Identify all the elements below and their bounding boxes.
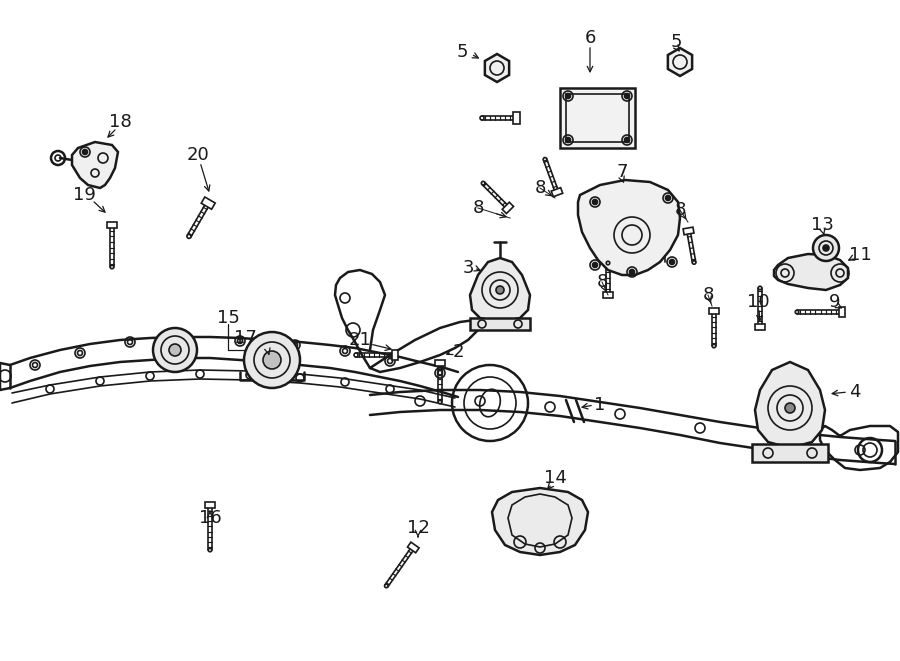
Circle shape: [208, 548, 211, 552]
Circle shape: [169, 344, 181, 356]
Polygon shape: [72, 142, 118, 188]
Circle shape: [785, 403, 795, 413]
Text: 1: 1: [594, 396, 606, 414]
Circle shape: [796, 310, 799, 314]
Polygon shape: [408, 542, 419, 553]
Polygon shape: [502, 202, 514, 214]
Text: 16: 16: [199, 509, 221, 527]
Circle shape: [544, 157, 547, 161]
Circle shape: [187, 235, 191, 239]
Polygon shape: [107, 222, 117, 228]
Polygon shape: [205, 502, 215, 508]
Circle shape: [438, 401, 442, 404]
Text: 19: 19: [73, 186, 95, 204]
Circle shape: [480, 116, 484, 120]
Circle shape: [712, 344, 716, 348]
Text: 4: 4: [850, 383, 860, 401]
Text: 8: 8: [472, 199, 483, 217]
Text: 5: 5: [456, 43, 468, 61]
Circle shape: [629, 270, 634, 274]
Polygon shape: [755, 324, 765, 330]
Text: 20: 20: [186, 146, 210, 164]
Text: 3: 3: [463, 259, 473, 277]
Polygon shape: [551, 188, 562, 197]
Polygon shape: [709, 308, 719, 314]
Polygon shape: [202, 197, 215, 210]
Circle shape: [482, 181, 485, 185]
Circle shape: [565, 93, 571, 98]
Bar: [470, 318, 530, 330]
Circle shape: [758, 286, 761, 290]
Polygon shape: [755, 362, 825, 448]
Circle shape: [354, 353, 358, 357]
Circle shape: [670, 260, 674, 264]
Circle shape: [83, 149, 87, 155]
Text: 15: 15: [217, 309, 239, 327]
Circle shape: [263, 351, 281, 369]
Polygon shape: [603, 292, 613, 298]
Text: 17: 17: [234, 329, 256, 347]
Polygon shape: [839, 307, 845, 317]
Text: 18: 18: [109, 113, 131, 131]
Polygon shape: [668, 48, 692, 76]
Circle shape: [607, 261, 610, 265]
Polygon shape: [435, 360, 445, 366]
Circle shape: [625, 137, 629, 143]
Text: 7: 7: [616, 163, 628, 181]
Text: 21: 21: [348, 331, 372, 349]
Circle shape: [813, 235, 839, 261]
Circle shape: [592, 262, 598, 268]
Circle shape: [110, 265, 113, 269]
Bar: [752, 444, 828, 462]
Polygon shape: [485, 54, 509, 82]
Polygon shape: [392, 350, 398, 360]
Text: 8: 8: [535, 179, 545, 197]
Circle shape: [244, 332, 300, 388]
Text: 6: 6: [584, 29, 596, 47]
Circle shape: [384, 584, 388, 588]
Polygon shape: [513, 112, 520, 124]
Circle shape: [153, 328, 197, 372]
Bar: [566, 94, 629, 142]
Text: 8: 8: [702, 286, 714, 304]
Text: 8: 8: [674, 201, 686, 219]
Circle shape: [592, 200, 598, 204]
Text: 11: 11: [849, 246, 871, 264]
Polygon shape: [578, 180, 680, 275]
Polygon shape: [560, 88, 635, 148]
Text: 2: 2: [452, 343, 464, 361]
Circle shape: [823, 245, 829, 251]
Circle shape: [565, 137, 571, 143]
Polygon shape: [774, 254, 848, 290]
Text: 10: 10: [747, 293, 770, 311]
Text: 14: 14: [544, 469, 566, 487]
Text: 9: 9: [829, 293, 841, 311]
Text: 13: 13: [811, 216, 833, 234]
Circle shape: [625, 93, 629, 98]
Circle shape: [692, 260, 696, 264]
Text: 12: 12: [407, 519, 429, 537]
Circle shape: [665, 196, 670, 200]
Polygon shape: [683, 227, 694, 235]
Text: 8: 8: [597, 273, 608, 291]
Polygon shape: [492, 488, 588, 555]
Circle shape: [496, 286, 504, 294]
Text: 5: 5: [670, 33, 682, 51]
Polygon shape: [470, 258, 530, 322]
